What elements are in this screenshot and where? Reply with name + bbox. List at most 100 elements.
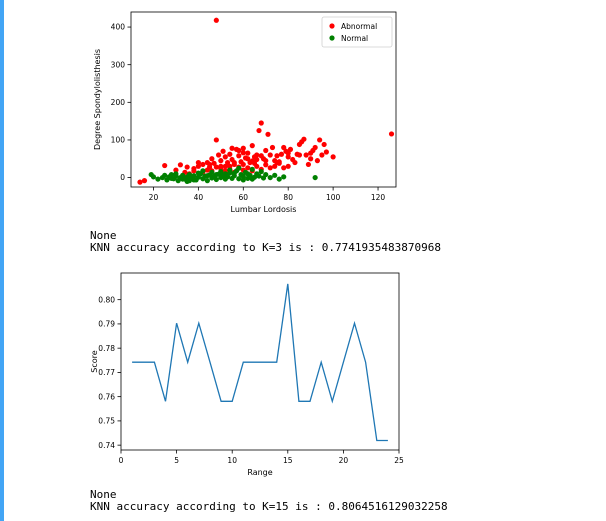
data-point-abnormal (215, 152, 222, 158)
data-point-abnormal (267, 152, 273, 158)
data-point-abnormal (308, 150, 314, 156)
data-point-abnormal (258, 120, 264, 126)
data-point-normal (249, 166, 255, 172)
data-point-abnormal (285, 150, 291, 156)
data-point-abnormal (388, 131, 395, 137)
data-point-abnormal (267, 165, 273, 171)
data-point-normal (191, 177, 197, 183)
data-point-abnormal (227, 163, 233, 169)
data-point-abnormal (249, 158, 255, 164)
data-point-abnormal (256, 127, 262, 134)
data-point-abnormal (323, 149, 329, 155)
data-point-abnormal (274, 153, 280, 159)
data-point-normal (191, 173, 197, 179)
data-point-normal (180, 172, 186, 178)
y-tick-label: 400 (111, 23, 126, 32)
x-tick-label: 0 (119, 456, 124, 465)
x-tick-label: 120 (371, 193, 386, 202)
data-point-abnormal (245, 156, 251, 162)
data-point-abnormal (249, 143, 255, 149)
data-point-abnormal (305, 161, 312, 168)
data-point-abnormal (281, 144, 287, 151)
y-tick-label: 0.76 (98, 392, 115, 401)
x-tick-label: 10 (227, 456, 237, 465)
data-point-abnormal (209, 156, 215, 162)
data-point-normal (222, 171, 228, 177)
data-point-abnormal (213, 164, 219, 170)
data-point-normal (168, 175, 175, 181)
data-point-normal (195, 170, 201, 176)
data-point-abnormal (220, 148, 226, 154)
data-point-normal (186, 178, 192, 184)
data-point-abnormal (195, 159, 201, 166)
data-point-normal (227, 167, 233, 173)
y-axis-label: Degree Spondylolisthesis (93, 49, 102, 150)
x-tick-label: 15 (283, 456, 293, 465)
line-plot: 0 5 10 15 20 25 0.74 0.75 0.76 0.77 0.78 0.79 0.80 Ra… (90, 272, 404, 477)
data-point-abnormal (227, 151, 233, 157)
data-point-abnormal (303, 152, 309, 158)
score-line (132, 283, 388, 442)
x-tick-label: 20 (339, 456, 349, 465)
data-point-abnormal (229, 145, 235, 151)
data-point-abnormal (236, 147, 242, 154)
output-knn-accuracy-k15: KNN accuracy according to K=15 is : 0.80… (90, 500, 448, 513)
y-tick-label: 100 (111, 136, 126, 145)
data-point-abnormal (204, 167, 210, 173)
data-point-abnormal (231, 159, 237, 166)
data-point-abnormal (240, 145, 246, 151)
y-tick-label: 0 (120, 173, 125, 182)
data-point-normal (209, 169, 215, 175)
legend-box (321, 16, 393, 48)
y-tick-label: 300 (111, 60, 126, 69)
scatter-plot: 20 40 60 80 100 120 0 100 200 300 400 Lumbar Lordos… (93, 11, 397, 214)
data-point-abnormal (245, 165, 251, 171)
data-point-abnormal (191, 168, 197, 174)
data-point-normal (213, 176, 219, 183)
legend-label-abnormal: Abnormal (341, 22, 377, 31)
output-none-2: None (90, 488, 117, 501)
data-point-abnormal (308, 156, 314, 162)
data-point-abnormal (184, 164, 190, 170)
x-tick-label: 80 (283, 193, 293, 202)
data-point-abnormal (292, 159, 298, 166)
plot-frame (120, 272, 400, 451)
data-point-normal (272, 172, 278, 178)
data-point-abnormal (240, 150, 246, 156)
data-point-abnormal (263, 158, 269, 164)
data-point-abnormal (173, 167, 179, 173)
data-point-abnormal (312, 144, 318, 151)
data-point-abnormal (263, 147, 269, 154)
data-point-abnormal (285, 154, 291, 160)
data-point-abnormal (218, 163, 224, 169)
y-tick-label: 0.77 (98, 368, 115, 377)
data-point-abnormal (319, 152, 325, 158)
data-point-normal (281, 174, 287, 180)
data-point-normal (245, 171, 251, 177)
data-point-abnormal (254, 156, 260, 163)
data-point-abnormal (258, 153, 264, 159)
data-point-abnormal (274, 159, 280, 166)
data-point-abnormal (254, 152, 260, 158)
output-knn-accuracy-k3: KNN accuracy according to K=3 is : 0.774… (90, 241, 441, 254)
data-point-abnormal (301, 136, 307, 142)
data-point-abnormal (211, 160, 217, 166)
data-point-abnormal (285, 163, 291, 169)
data-point-normal (258, 168, 264, 175)
data-point-normal (200, 168, 206, 174)
data-point-normal (162, 172, 168, 178)
data-point-abnormal (269, 144, 276, 151)
x-axis-label: Range (247, 468, 272, 477)
data-point-abnormal (263, 162, 269, 168)
data-point-abnormal (240, 161, 246, 168)
data-point-abnormal (207, 161, 213, 168)
y-tick-label: 200 (111, 98, 126, 107)
data-point-abnormal (281, 165, 287, 171)
data-point-abnormal (222, 154, 228, 160)
data-point-abnormal (236, 153, 242, 159)
data-point-normal (173, 171, 179, 177)
legend-marker-abnormal (329, 23, 335, 29)
x-tick-label: 25 (394, 456, 404, 465)
x-tick-label: 100 (326, 193, 341, 202)
data-point-abnormal (141, 178, 148, 184)
